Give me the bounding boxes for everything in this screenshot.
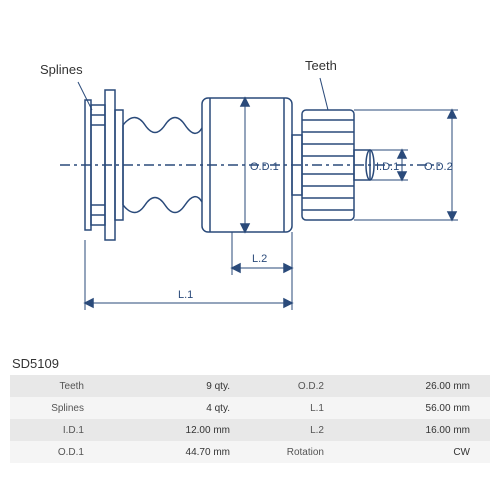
spec-label: I.D.1	[10, 419, 90, 441]
splines-label: Splines	[40, 62, 83, 77]
spec-label: Rotation	[250, 441, 330, 463]
teeth-label: Teeth	[305, 58, 337, 73]
spec-value: 4 qty.	[90, 397, 250, 419]
spec-label: O.D.2	[250, 375, 330, 397]
spec-value: 9 qty.	[90, 375, 250, 397]
table-row: I.D.112.00 mmL.216.00 mm	[10, 419, 490, 441]
diagram-area: Splines Teeth	[10, 10, 490, 360]
table-row: Splines4 qty.L.156.00 mm	[10, 397, 490, 419]
l1-dim: L.1	[178, 289, 193, 301]
spec-value: 12.00 mm	[90, 419, 250, 441]
spec-label: O.D.1	[10, 441, 90, 463]
od2-dim: O.D.2	[424, 161, 453, 173]
part-number: SD5109	[12, 356, 59, 371]
od1-dim: O.D.1	[250, 161, 279, 173]
spec-label: L.1	[250, 397, 330, 419]
spec-label: L.2	[250, 419, 330, 441]
spec-value: 44.70 mm	[90, 441, 250, 463]
spec-table: Teeth9 qty.O.D.226.00 mmSplines4 qty.L.1…	[10, 375, 490, 463]
spec-label: Splines	[10, 397, 90, 419]
id1-dim: I.D.1	[376, 161, 399, 173]
spec-value: 16.00 mm	[330, 419, 490, 441]
spec-value: 56.00 mm	[330, 397, 490, 419]
spec-label: Teeth	[10, 375, 90, 397]
spec-value: CW	[330, 441, 490, 463]
spec-value: 26.00 mm	[330, 375, 490, 397]
table-row: Teeth9 qty.O.D.226.00 mm	[10, 375, 490, 397]
table-row: O.D.144.70 mmRotationCW	[10, 441, 490, 463]
l2-dim: L.2	[252, 253, 267, 265]
